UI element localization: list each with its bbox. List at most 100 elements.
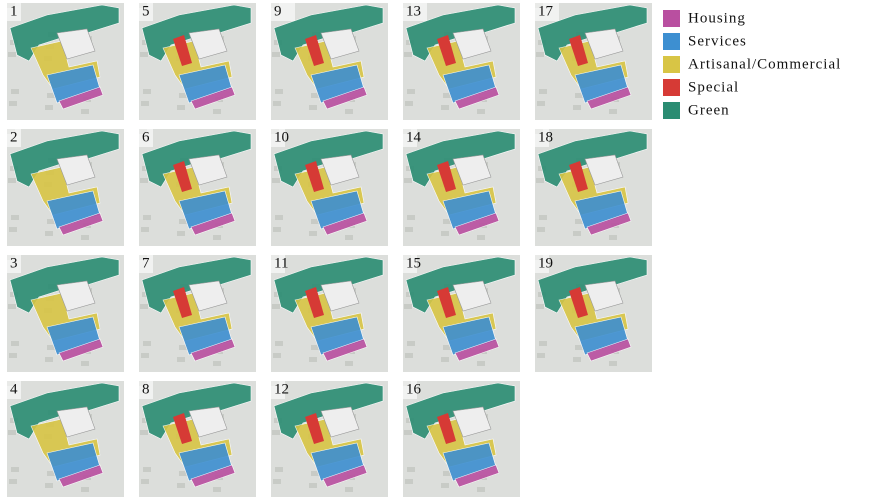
special-zone bbox=[173, 287, 192, 318]
texture bbox=[539, 89, 547, 94]
map-panel: 11 bbox=[271, 255, 388, 372]
zone bbox=[190, 464, 236, 488]
panel-number: 17 bbox=[538, 3, 554, 19]
label-bg bbox=[7, 381, 21, 399]
existing-building bbox=[320, 406, 360, 438]
texture bbox=[405, 101, 413, 106]
texture bbox=[273, 353, 281, 358]
existing-building bbox=[188, 280, 228, 312]
texture bbox=[9, 479, 17, 484]
legend-label: Services bbox=[688, 33, 747, 49]
texture bbox=[309, 357, 317, 362]
texture bbox=[405, 353, 413, 358]
texture bbox=[8, 52, 16, 57]
label-bg bbox=[139, 381, 153, 399]
panel-number: 4 bbox=[10, 381, 18, 397]
texture bbox=[273, 101, 281, 106]
texture bbox=[272, 430, 280, 435]
texture bbox=[311, 471, 319, 476]
zone bbox=[190, 86, 236, 110]
special-zone bbox=[305, 287, 324, 318]
texture bbox=[81, 487, 89, 492]
texture bbox=[345, 235, 353, 240]
map-panel: 12 bbox=[271, 381, 388, 497]
panel-number: 5 bbox=[142, 3, 150, 19]
zone bbox=[190, 212, 236, 236]
texture bbox=[404, 430, 412, 435]
zone bbox=[58, 338, 104, 362]
texture bbox=[47, 345, 55, 350]
panel-number: 10 bbox=[274, 129, 289, 145]
label-bg bbox=[271, 381, 285, 399]
legend-swatch bbox=[663, 10, 680, 27]
existing-building bbox=[188, 154, 228, 186]
texture bbox=[273, 479, 281, 484]
map-panel: 14 bbox=[403, 129, 520, 246]
map-panel: 7 bbox=[139, 255, 256, 372]
special-zone bbox=[437, 413, 456, 444]
existing-building bbox=[452, 280, 492, 312]
texture bbox=[441, 357, 449, 362]
special-zone bbox=[437, 161, 456, 192]
label-bg bbox=[7, 129, 21, 147]
texture bbox=[177, 357, 185, 362]
texture bbox=[311, 345, 319, 350]
existing-building bbox=[452, 154, 492, 186]
existing-building bbox=[56, 28, 96, 60]
texture bbox=[140, 304, 148, 309]
texture bbox=[537, 101, 545, 106]
texture bbox=[11, 467, 19, 472]
label-bg bbox=[271, 255, 285, 273]
special-zone bbox=[569, 161, 588, 192]
legend-label: Special bbox=[688, 79, 739, 95]
texture bbox=[345, 361, 353, 366]
texture bbox=[47, 219, 55, 224]
label-bg bbox=[7, 255, 21, 273]
texture bbox=[345, 487, 353, 492]
label-bg bbox=[139, 3, 153, 21]
legend-label: Artisanal/Commercial bbox=[688, 56, 841, 72]
texture bbox=[575, 345, 583, 350]
label-bg bbox=[403, 381, 417, 399]
texture bbox=[177, 231, 185, 236]
texture bbox=[537, 227, 545, 232]
texture bbox=[345, 109, 353, 114]
texture bbox=[45, 105, 53, 110]
panel-number: 3 bbox=[10, 255, 18, 271]
texture bbox=[309, 483, 317, 488]
special-zone bbox=[437, 287, 456, 318]
texture bbox=[9, 227, 17, 232]
panel-number: 19 bbox=[538, 255, 553, 271]
label-bg bbox=[271, 3, 295, 21]
texture bbox=[141, 101, 149, 106]
map-panel: 16 bbox=[403, 381, 520, 497]
existing-building bbox=[188, 406, 228, 438]
panel-number: 18 bbox=[538, 129, 553, 145]
existing-building bbox=[56, 154, 96, 186]
texture bbox=[609, 109, 617, 114]
panel-number: 11 bbox=[274, 255, 288, 271]
label-bg bbox=[535, 3, 559, 21]
texture bbox=[311, 219, 319, 224]
texture bbox=[272, 52, 280, 57]
zone bbox=[586, 86, 632, 110]
panel-number: 8 bbox=[142, 381, 150, 397]
texture bbox=[573, 357, 581, 362]
texture bbox=[609, 361, 617, 366]
zone bbox=[454, 464, 500, 488]
texture bbox=[213, 235, 221, 240]
map-panel: 9 bbox=[271, 3, 388, 120]
existing-building bbox=[584, 280, 624, 312]
texture bbox=[47, 471, 55, 476]
texture bbox=[441, 105, 449, 110]
zone bbox=[454, 86, 500, 110]
texture bbox=[45, 483, 53, 488]
legend-swatch bbox=[663, 102, 680, 119]
legend-swatch bbox=[663, 56, 680, 73]
texture bbox=[143, 467, 151, 472]
texture bbox=[275, 89, 283, 94]
existing-building bbox=[584, 154, 624, 186]
panel-number: 7 bbox=[142, 255, 150, 271]
map-panel: 17 bbox=[535, 3, 652, 120]
existing-building bbox=[584, 28, 624, 60]
